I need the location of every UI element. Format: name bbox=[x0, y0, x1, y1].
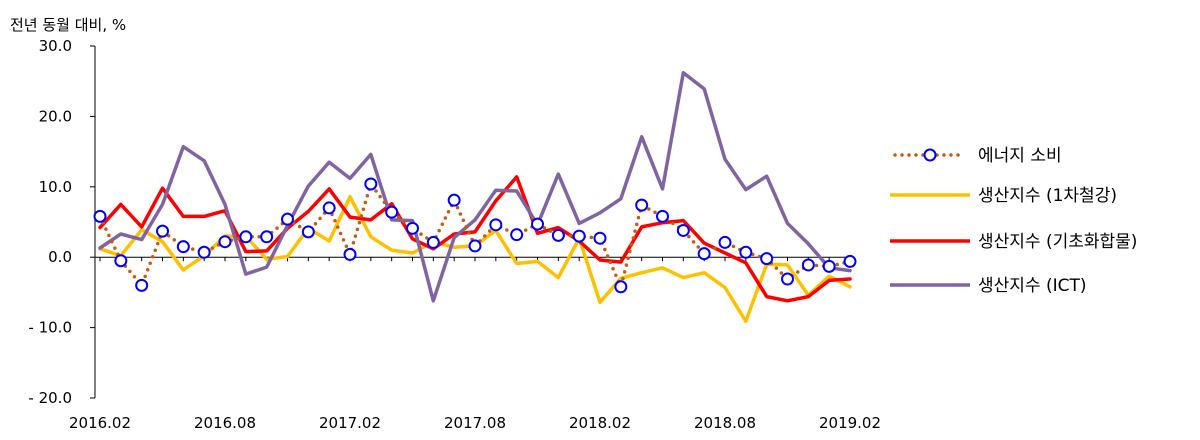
data-point bbox=[510, 228, 524, 242]
x-tick-label: 2016.02 bbox=[69, 414, 131, 432]
data-point bbox=[114, 254, 128, 268]
data-point bbox=[781, 272, 794, 286]
x-tick-label: 2018.08 bbox=[694, 414, 756, 432]
data-point bbox=[739, 245, 753, 259]
data-point bbox=[635, 198, 649, 212]
data-point bbox=[697, 247, 711, 261]
data-point bbox=[447, 193, 461, 207]
x-tick-label: 2018.02 bbox=[569, 414, 631, 432]
data-point bbox=[218, 235, 232, 249]
data-point bbox=[176, 240, 190, 254]
data-point bbox=[614, 280, 628, 294]
data-point bbox=[843, 254, 857, 268]
legend-marker bbox=[923, 148, 937, 162]
data-point bbox=[468, 239, 482, 253]
data-point bbox=[676, 223, 690, 237]
data-point bbox=[364, 177, 378, 191]
series-layer bbox=[93, 71, 857, 324]
data-point bbox=[593, 231, 607, 245]
data-point bbox=[343, 247, 357, 261]
legend-label: 생산지수 (1차철강) bbox=[978, 186, 1117, 206]
x-tick-label: 2017.02 bbox=[319, 414, 381, 432]
data-point bbox=[531, 217, 544, 231]
data-point bbox=[93, 209, 107, 223]
y-tick-label: 20.0 bbox=[39, 107, 72, 125]
data-point bbox=[239, 230, 253, 244]
data-point bbox=[822, 259, 836, 273]
data-point bbox=[260, 230, 274, 244]
y-tick-label: 30.0 bbox=[39, 37, 72, 55]
data-point bbox=[760, 252, 774, 266]
series-line bbox=[98, 175, 852, 303]
data-point bbox=[718, 235, 732, 249]
data-point bbox=[197, 245, 211, 259]
data-point bbox=[301, 225, 315, 239]
x-tick-label: 2019.02 bbox=[819, 414, 881, 432]
data-point bbox=[656, 209, 669, 223]
data-point bbox=[281, 212, 294, 226]
data-point bbox=[135, 278, 149, 292]
data-point bbox=[385, 205, 399, 219]
data-point bbox=[406, 221, 419, 235]
x-tick-label: 2016.08 bbox=[194, 414, 256, 432]
data-point bbox=[426, 235, 440, 249]
y-tick-label: 0.0 bbox=[48, 248, 72, 266]
legend-label: 생산지수 (ICT) bbox=[978, 276, 1087, 296]
series-line bbox=[98, 71, 852, 303]
unit-label: 전년 동월 대비, % bbox=[10, 16, 126, 34]
y-tick-label: - 10.0 bbox=[28, 319, 72, 337]
data-point bbox=[156, 224, 169, 238]
x-tick-label: 2017.08 bbox=[444, 414, 506, 432]
data-point bbox=[322, 201, 336, 215]
data-point bbox=[801, 258, 815, 272]
series-line bbox=[98, 180, 852, 293]
y-tick-label: - 20.0 bbox=[28, 389, 72, 407]
y-tick-label: 10.0 bbox=[39, 178, 72, 196]
axes: 30.0 20.0 10.0 0.0 - 10.0 - 20.0 2016.02 2016.0… bbox=[28, 37, 881, 432]
legend-label: 생산지수 (기초화합물) bbox=[978, 232, 1137, 252]
data-point bbox=[489, 218, 503, 232]
legend-label: 에너지 소비 bbox=[978, 146, 1062, 166]
data-point bbox=[551, 228, 565, 242]
data-point bbox=[572, 229, 586, 243]
